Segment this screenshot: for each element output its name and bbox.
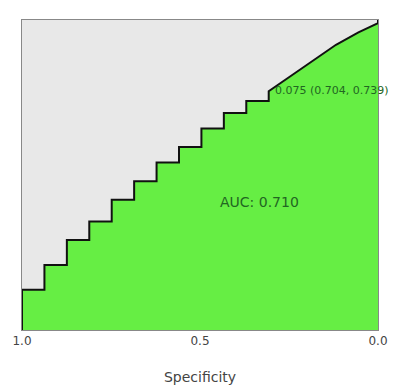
svg-text:AUC: 0.710: AUC: 0.710: [220, 194, 299, 210]
svg-text:0.075 (0.704, 0.739): 0.075 (0.704, 0.739): [275, 84, 389, 97]
svg-text:0.5: 0.5: [190, 334, 209, 348]
svg-text:Specificity: Specificity: [164, 369, 236, 385]
svg-text:0.0: 0.0: [368, 334, 387, 348]
svg-text:1.0: 1.0: [12, 334, 31, 348]
